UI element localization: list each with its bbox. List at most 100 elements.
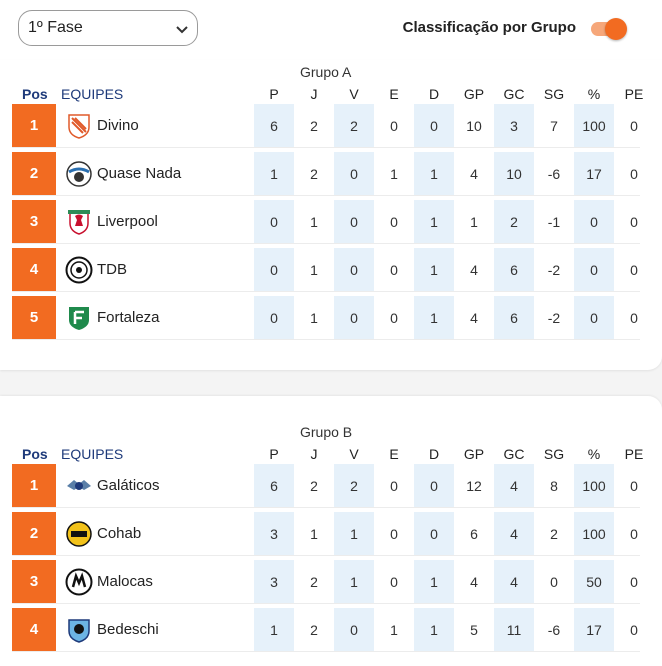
bedeschi-logo-icon (68, 619, 90, 643)
rank-badge: 2 (12, 512, 56, 555)
phase-select[interactable]: 1º Fase (18, 10, 198, 46)
group-title: Grupo A (300, 64, 352, 80)
stat-sg: 7 (550, 118, 558, 134)
stat-sg: -2 (547, 310, 561, 326)
stat-j: 1 (310, 310, 318, 326)
table-row[interactable]: 3 Malocas 3 2 1 0 1 4 4 0 50 0 (12, 560, 640, 604)
stat-j: 2 (310, 574, 318, 590)
table-row[interactable]: 4 TDB 0 1 0 0 1 4 6 -2 0 0 (12, 248, 640, 292)
stat-e: 0 (390, 526, 398, 542)
header-sg: SG (543, 446, 565, 462)
header-pos: Pos (22, 86, 48, 102)
stat-gp: 1 (470, 214, 478, 230)
stat-pct: 0 (574, 296, 614, 339)
stat-d: 1 (414, 296, 454, 339)
team-name[interactable]: Fortaleza (97, 309, 160, 326)
team-name[interactable]: Bedeschi (97, 621, 159, 638)
table-row[interactable]: 1 Galáticos 6 2 2 0 0 12 4 8 100 0 (12, 464, 640, 508)
chevron-down-icon (176, 26, 188, 34)
stat-pe: 0 (630, 478, 638, 494)
table-row[interactable]: 3 Liverpool 0 1 0 0 1 1 2 -1 0 0 (12, 200, 640, 244)
rank-badge: 2 (12, 152, 56, 195)
stat-gc: 4 (494, 464, 534, 507)
header-sg: SG (543, 86, 565, 102)
stat-sg: 0 (550, 574, 558, 590)
stat-pct: 0 (574, 200, 614, 243)
team-name[interactable]: Quase Nada (97, 165, 182, 182)
stat-gc: 2 (494, 200, 534, 243)
stat-d: 1 (414, 608, 454, 651)
stat-pe: 0 (630, 622, 638, 638)
stat-p: 1 (254, 608, 294, 651)
fortaleza-logo-icon (69, 307, 89, 330)
stat-pe: 0 (630, 118, 638, 134)
top-bar: 1º Fase Classificação por Grupo (0, 0, 662, 60)
stat-gc: 3 (494, 104, 534, 147)
stat-v: 2 (334, 464, 374, 507)
stat-gc: 6 (494, 296, 534, 339)
stat-e: 0 (390, 214, 398, 230)
stat-sg: -1 (547, 214, 561, 230)
stat-e: 0 (390, 478, 398, 494)
table-row[interactable]: 2 Quase Nada 1 2 0 1 1 4 10 -6 17 0 (12, 152, 640, 196)
team-name[interactable]: Liverpool (97, 213, 158, 230)
header-p: P (269, 446, 279, 462)
table-row[interactable]: 5 Fortaleza 0 1 0 0 1 4 6 -2 0 0 (12, 296, 640, 340)
stat-p: 3 (254, 560, 294, 603)
stat-pe: 0 (630, 214, 638, 230)
header-pct: % (587, 446, 601, 462)
stat-gc: 10 (494, 152, 534, 195)
stat-d: 1 (414, 248, 454, 291)
table-row[interactable]: 2 Cohab 3 1 1 0 0 6 4 2 100 0 (12, 512, 640, 556)
phase-select-value: 1º Fase (28, 19, 83, 36)
header-pe: PE (624, 446, 644, 462)
group-toggle-label: Classificação por Grupo (402, 19, 576, 36)
header-v: V (349, 86, 359, 102)
stat-gp: 12 (466, 478, 482, 494)
stat-e: 0 (390, 118, 398, 134)
header-gc: GC (503, 446, 525, 462)
quase-nada-logo-icon (66, 161, 92, 187)
team-name[interactable]: Cohab (97, 525, 142, 542)
stat-d: 0 (414, 512, 454, 555)
rank-badge: 1 (12, 464, 56, 507)
stat-v: 0 (334, 248, 374, 291)
stat-gc: 4 (494, 512, 534, 555)
stat-j: 1 (310, 262, 318, 278)
stat-gc: 4 (494, 560, 534, 603)
team-name[interactable]: Malocas (97, 573, 153, 590)
stat-sg: 8 (550, 478, 558, 494)
stat-j: 2 (310, 166, 318, 182)
group-a-card: Grupo A Pos EQUIPES P J V E D GP GC SG %… (0, 60, 662, 370)
team-name[interactable]: TDB (97, 261, 127, 278)
stat-p: 0 (254, 248, 294, 291)
group-toggle-switch[interactable] (589, 18, 627, 40)
tdb-logo-icon (65, 256, 93, 284)
stat-d: 1 (414, 560, 454, 603)
stat-v: 1 (334, 512, 374, 555)
stat-e: 0 (390, 310, 398, 326)
header-d: D (428, 86, 440, 102)
team-name[interactable]: Galáticos (97, 477, 160, 494)
stat-d: 1 (414, 200, 454, 243)
stat-d: 0 (414, 464, 454, 507)
stat-pct: 17 (574, 608, 614, 651)
team-name[interactable]: Divino (97, 117, 139, 134)
stat-j: 1 (310, 526, 318, 542)
stat-pct: 100 (574, 464, 614, 507)
stat-d: 1 (414, 152, 454, 195)
toggle-knob (605, 18, 627, 40)
stat-gp: 4 (470, 166, 478, 182)
header-p: P (269, 86, 279, 102)
stat-p: 6 (254, 464, 294, 507)
header-gp: GP (463, 446, 485, 462)
stat-v: 0 (334, 200, 374, 243)
stat-pe: 0 (630, 310, 638, 326)
rank-badge: 5 (12, 296, 56, 339)
liverpool-logo-icon (68, 210, 90, 235)
table-row[interactable]: 1 Divino 6 2 2 0 0 10 3 7 100 0 (12, 104, 640, 148)
galaticos-logo-icon (67, 480, 91, 490)
table-row[interactable]: 4 Bedeschi 1 2 0 1 1 5 11 -6 17 0 (12, 608, 640, 652)
stat-j: 2 (310, 478, 318, 494)
